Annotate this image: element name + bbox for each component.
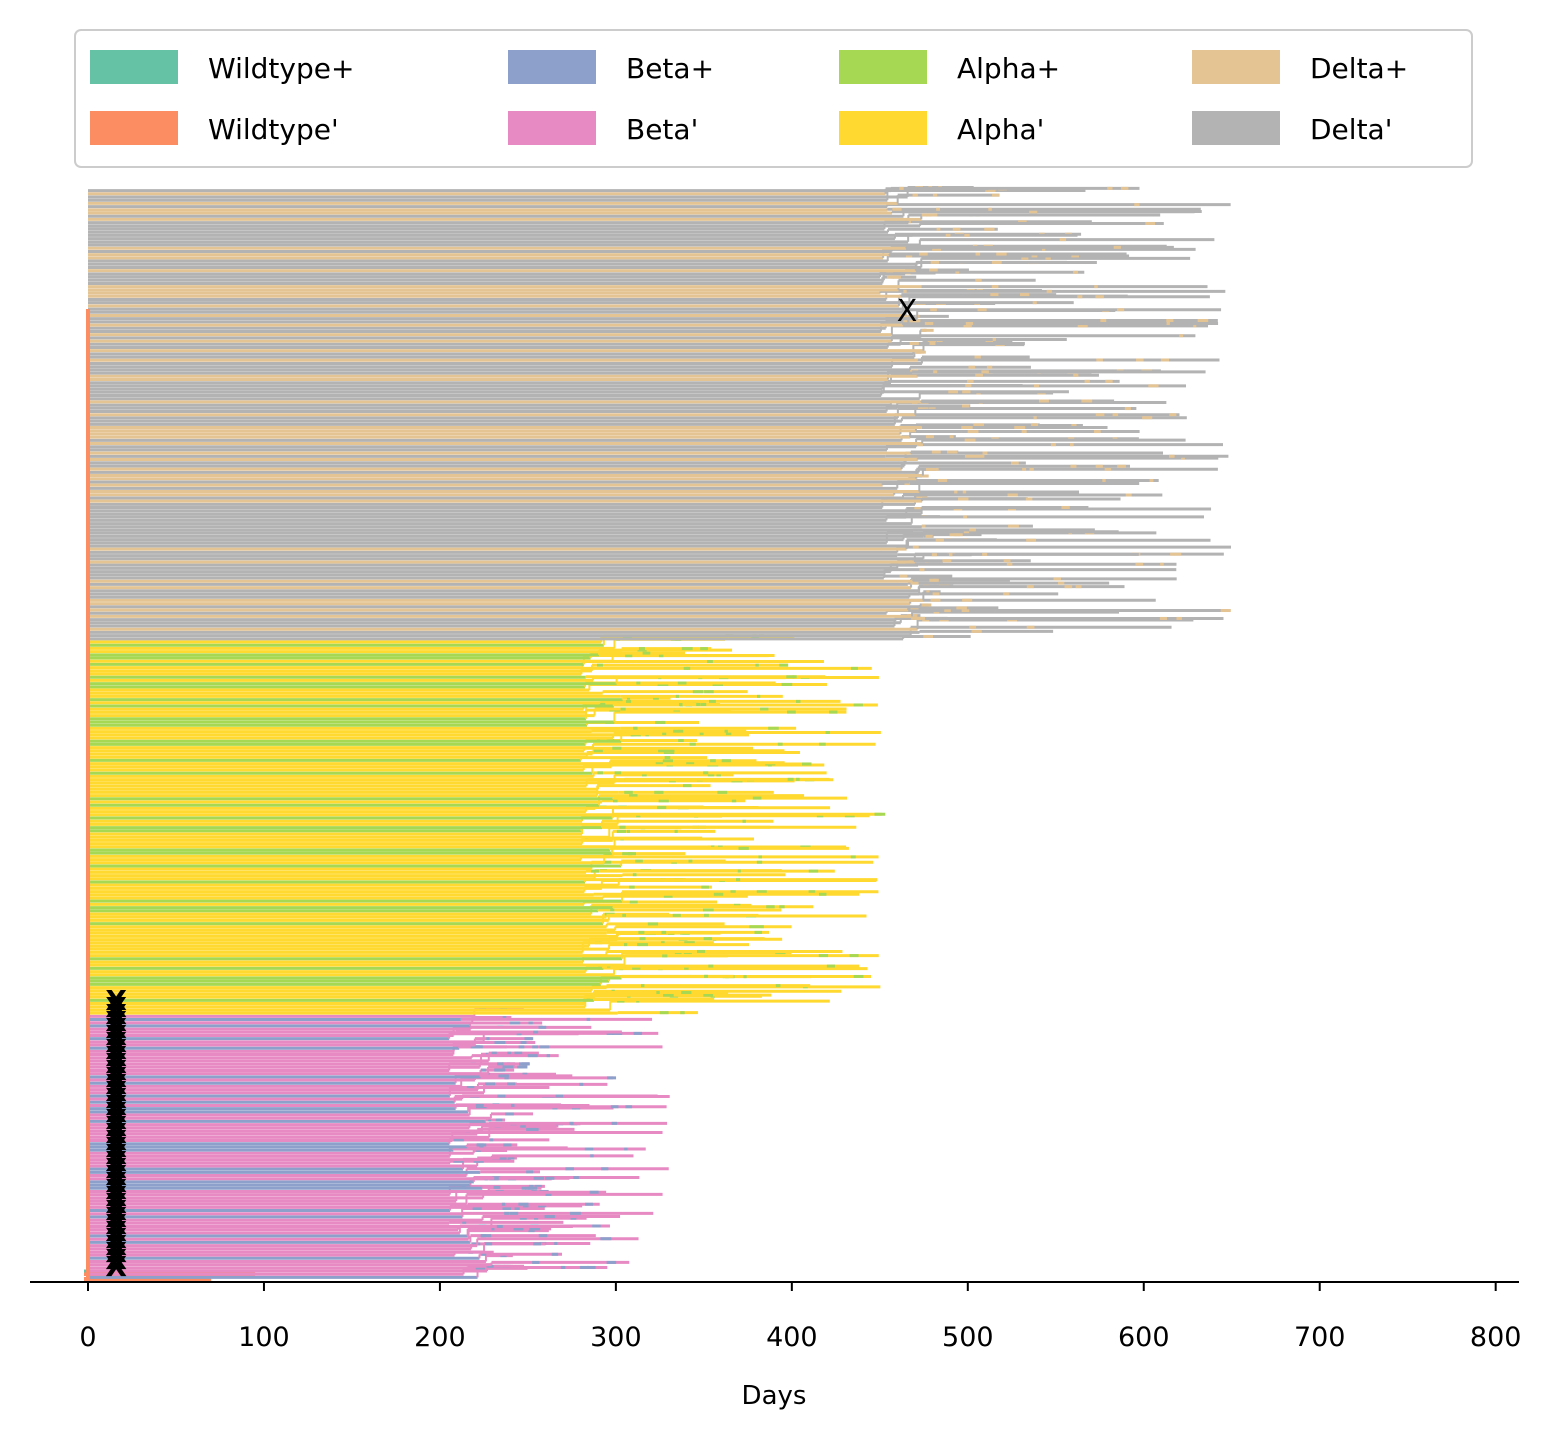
x-tick-label: 0 <box>79 1322 96 1353</box>
extinction-marker: X <box>105 1012 127 1045</box>
legend-swatch <box>90 50 178 84</box>
extinction-marker: X <box>105 1061 127 1094</box>
extinction-marker: X <box>105 1166 127 1199</box>
extinction-marker: X <box>105 1096 127 1129</box>
extinction-marker: X <box>105 1222 127 1255</box>
legend-label: Alpha' <box>957 113 1044 146</box>
extinction-marker: X <box>105 1040 127 1073</box>
legend-label: Beta+ <box>626 52 714 85</box>
legend-label: Beta' <box>626 113 698 146</box>
extinction-marker: X <box>105 1019 127 1052</box>
extinction-marker: X <box>105 1047 127 1080</box>
legend-label: Wildtype' <box>208 113 339 146</box>
extinction-marker: X <box>105 1117 127 1150</box>
extinction-marker: X <box>105 998 127 1031</box>
extinction-marker: X <box>105 1124 127 1157</box>
x-tick-label: 500 <box>942 1322 994 1353</box>
legend: Wildtype+ Wildtype' Beta+ Beta' Alpha+ Alpha'… <box>74 29 1473 168</box>
legend-swatch <box>1192 111 1280 145</box>
extinction-marker: X <box>105 984 127 1017</box>
x-tick-label: 800 <box>1470 1322 1522 1353</box>
x-tick-label: 600 <box>1118 1322 1170 1353</box>
extinction-marker: X <box>105 1145 127 1178</box>
extinction-marker: X <box>105 1229 127 1262</box>
extinction-marker: X <box>105 1054 127 1087</box>
legend-swatch <box>508 50 596 84</box>
legend-label: Delta' <box>1310 113 1392 146</box>
extinction-marker: X <box>105 1173 127 1206</box>
extinction-marker: X <box>105 1159 127 1192</box>
legend-swatch <box>1192 50 1280 84</box>
extinction-marker: X <box>105 1208 127 1241</box>
extinction-marker: X <box>105 1075 127 1108</box>
extinction-marker: X <box>105 1194 127 1227</box>
extinction-marker: X <box>105 1131 127 1164</box>
legend-label: Wildtype+ <box>208 52 354 85</box>
extinction-marker: X <box>105 1103 127 1136</box>
extinction-marker: X <box>105 1026 127 1059</box>
extinction-marker: X <box>105 1250 127 1283</box>
extinction-marker: X <box>897 294 918 329</box>
legend-box <box>74 29 1473 168</box>
extinction-marker: X <box>105 1110 127 1143</box>
extinction-marker: X <box>105 991 127 1024</box>
extinction-marker: X <box>105 1201 127 1234</box>
legend-swatch <box>508 111 596 145</box>
legend-label: Delta+ <box>1310 52 1408 85</box>
extinction-marker: X <box>105 1082 127 1115</box>
x-tick-label: 100 <box>238 1322 290 1353</box>
extinction-marker: X <box>105 1089 127 1122</box>
legend-swatch <box>90 111 178 145</box>
extinction-marker: X <box>105 1152 127 1185</box>
x-axis-label: Days <box>742 1381 807 1411</box>
x-axis-ticks: 0 100 200 300 400 500 600 700 800 <box>79 1282 1521 1353</box>
extinction-marker: X <box>105 1033 127 1066</box>
x-tick-label: 200 <box>414 1322 466 1353</box>
tree-branches <box>84 186 1232 1281</box>
extinction-marker: X <box>105 1180 127 1213</box>
x-tick-label: 300 <box>590 1322 642 1353</box>
extinction-marker: X <box>105 1215 127 1248</box>
extinction-marker: X <box>105 1068 127 1101</box>
extinction-marker: X <box>105 1005 127 1038</box>
legend-swatch <box>839 111 927 145</box>
extinction-marker: X <box>105 1243 127 1276</box>
extinction-marker: X <box>105 1187 127 1220</box>
extinction-marker: X <box>105 1236 127 1269</box>
extinction-marker: X <box>105 1138 127 1171</box>
legend-swatch <box>839 50 927 84</box>
x-tick-label: 700 <box>1294 1322 1346 1353</box>
x-tick-label: 400 <box>766 1322 818 1353</box>
legend-label: Alpha+ <box>957 52 1060 85</box>
